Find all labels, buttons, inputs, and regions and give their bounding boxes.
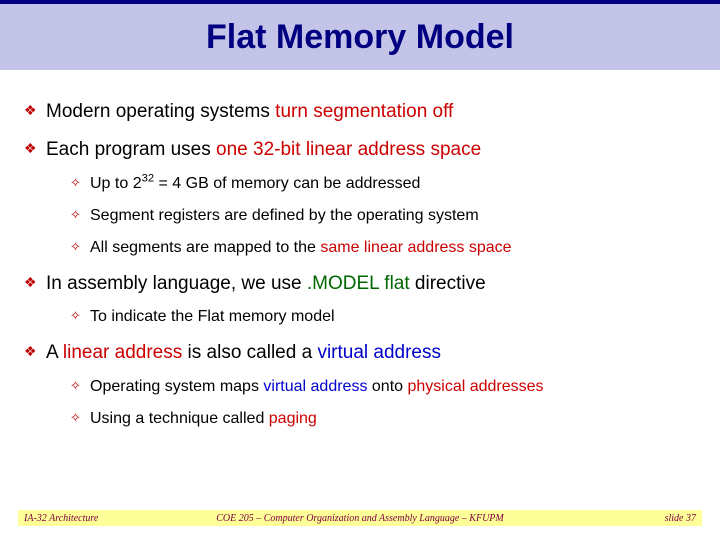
text-highlight: turn segmentation off	[275, 101, 453, 122]
diamond-open-icon: ✧	[70, 410, 81, 426]
footer-left: IA-32 Architecture	[24, 513, 98, 524]
text: onto	[367, 378, 407, 395]
text: Up to 2	[90, 175, 142, 192]
footer-bar: IA-32 Architecture COE 205 – Computer Or…	[18, 510, 702, 526]
bullet-l1: ❖ A linear address is also called a virt…	[24, 341, 696, 365]
text: A	[46, 342, 63, 363]
text: directive	[410, 273, 486, 294]
text: is also called a	[182, 342, 317, 363]
text-highlight: virtual address	[317, 342, 441, 363]
bullet-l2: ✧ Up to 232 = 4 GB of memory can be addr…	[24, 174, 696, 194]
diamond-icon: ❖	[24, 343, 37, 361]
text: Using a technique called	[90, 410, 269, 427]
text-highlight: paging	[269, 410, 317, 427]
diamond-open-icon: ✧	[70, 378, 81, 394]
text-highlight: virtual address	[263, 378, 367, 395]
bullet-l1: ❖ Each program uses one 32-bit linear ad…	[24, 138, 696, 162]
text: Each program uses	[46, 139, 216, 160]
diamond-icon: ❖	[24, 140, 37, 158]
text: In assembly language, we use	[46, 273, 307, 294]
bullet-l1: ❖ In assembly language, we use .MODEL fl…	[24, 272, 696, 296]
text-highlight: physical addresses	[407, 378, 543, 395]
text-highlight: linear address	[63, 342, 182, 363]
bullet-l2: ✧ Segment registers are defined by the o…	[24, 206, 696, 226]
text: = 4 GB of memory can be addressed	[154, 175, 420, 192]
text: Operating system maps	[90, 378, 263, 395]
text: Segment registers are defined by the ope…	[90, 207, 479, 224]
diamond-icon: ❖	[24, 102, 37, 120]
slide-title: Flat Memory Model	[206, 18, 514, 57]
text: Modern operating systems	[46, 101, 275, 122]
diamond-open-icon: ✧	[70, 175, 81, 191]
superscript: 32	[142, 172, 154, 184]
text: All segments are mapped to the	[90, 239, 320, 256]
footer-right: slide 37	[665, 513, 696, 524]
text-highlight: one 32-bit linear address space	[216, 139, 481, 160]
footer: IA-32 Architecture COE 205 – Computer Or…	[0, 510, 720, 526]
bullet-l2: ✧ Using a technique called paging	[24, 409, 696, 429]
diamond-open-icon: ✧	[70, 207, 81, 223]
bullet-l1: ❖ Modern operating systems turn segmenta…	[24, 100, 696, 124]
bullet-l2: ✧ To indicate the Flat memory model	[24, 307, 696, 327]
footer-center: COE 205 – Computer Organization and Asse…	[18, 513, 702, 524]
diamond-open-icon: ✧	[70, 308, 81, 324]
title-bar: Flat Memory Model	[0, 0, 720, 70]
text-highlight: .MODEL flat	[307, 273, 410, 294]
slide-content: ❖ Modern operating systems turn segmenta…	[0, 70, 720, 429]
text: To indicate the Flat memory model	[90, 308, 335, 325]
bullet-l2: ✧ All segments are mapped to the same li…	[24, 238, 696, 258]
diamond-open-icon: ✧	[70, 239, 81, 255]
diamond-icon: ❖	[24, 274, 37, 292]
text-highlight: same linear address space	[320, 239, 511, 256]
bullet-l2: ✧ Operating system maps virtual address …	[24, 377, 696, 397]
